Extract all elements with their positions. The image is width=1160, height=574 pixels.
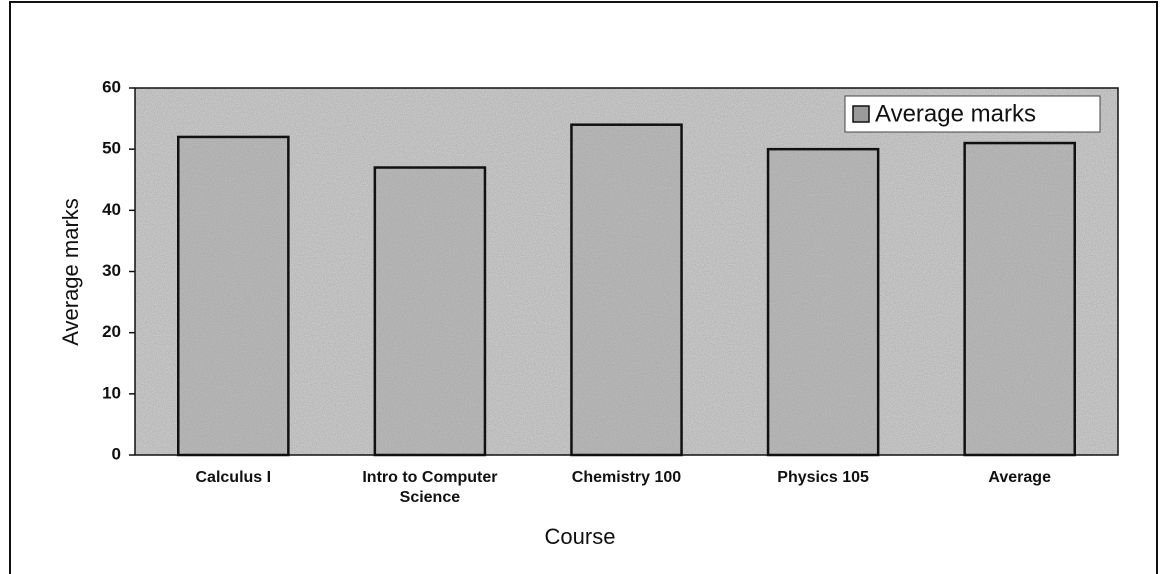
bar <box>570 123 683 457</box>
y-tick-label: 40 <box>102 200 121 219</box>
x-tick-label: Intro to Computer Science <box>362 469 498 506</box>
legend-swatch <box>852 105 870 123</box>
y-tick-label: 50 <box>102 139 121 158</box>
outer-frame <box>9 1 1158 574</box>
legend-label: Average marks <box>875 100 1036 127</box>
x-tick-label: Chemistry 100 <box>571 469 682 486</box>
y-tick-label: 0 <box>112 444 121 463</box>
x-tick-label: Average <box>988 469 1051 486</box>
bar <box>177 135 290 457</box>
plot-texture <box>135 88 1118 455</box>
bar <box>373 166 487 457</box>
bar <box>963 141 1076 457</box>
y-axis-label: Average marks <box>58 198 83 346</box>
x-tick-label: Calculus I <box>195 469 272 486</box>
y-tick-label: 10 <box>102 383 121 402</box>
y-tick-label: 30 <box>102 261 121 280</box>
x-tick-label: Physics 105 <box>777 469 869 486</box>
y-tick-label: 20 <box>102 322 121 341</box>
x-axis-label: Course <box>545 524 616 549</box>
legend-box <box>844 95 1101 133</box>
bar <box>766 147 880 457</box>
y-tick-label: 60 <box>102 77 121 96</box>
plot-frame <box>134 87 1119 456</box>
